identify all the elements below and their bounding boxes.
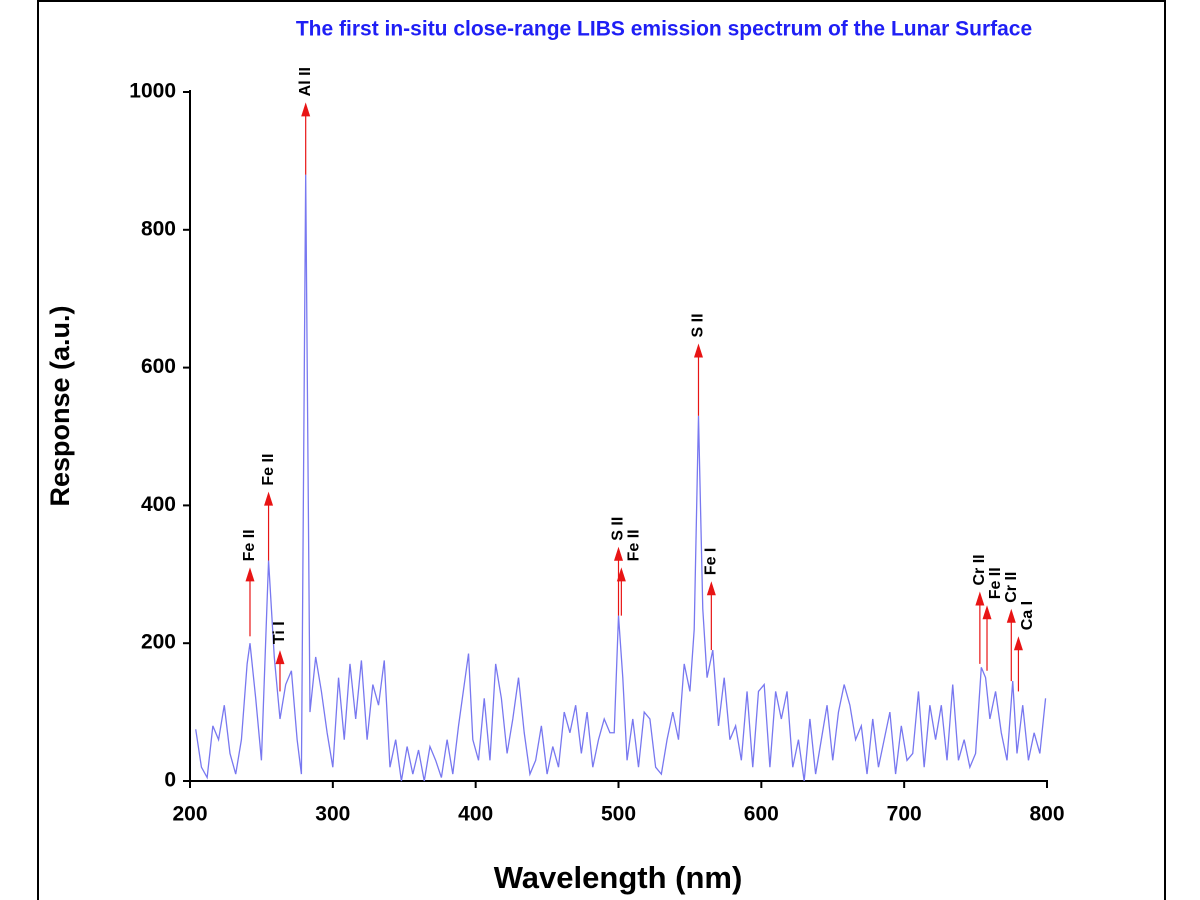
annotation-arrow-head [264, 491, 274, 506]
annotation-label: S II [690, 313, 707, 337]
y-tick-label: 800 [141, 217, 176, 240]
x-tick-label: 400 [458, 803, 493, 826]
x-tick-label: 600 [744, 803, 779, 826]
annotation-label: Fe II [626, 529, 643, 561]
x-tick-label: 700 [887, 803, 922, 826]
annotation-arrow-head [1013, 636, 1023, 651]
annotation-arrow-head [975, 591, 985, 606]
annotation-arrow-head [616, 567, 626, 582]
y-tick-label: 0 [164, 769, 176, 792]
annotation-label: Cr II [1003, 572, 1020, 603]
annotation-label: Fe II [987, 567, 1004, 599]
annotation-arrow-head [245, 567, 255, 582]
x-tick-label: 300 [315, 803, 350, 826]
frame [37, 0, 1166, 900]
annotation-arrow-head [706, 581, 716, 596]
annotation-label: Fe I [703, 548, 720, 576]
annotation-arrow-head [614, 546, 623, 561]
annotation-arrow-head [982, 605, 992, 620]
x-tick-label: 500 [601, 803, 636, 826]
spectrum-line [195, 174, 1047, 782]
x-axis-label: Wavelength (nm) [494, 860, 743, 895]
annotation-label: Ca I [1019, 601, 1036, 630]
annotation-label: Fe II [241, 529, 258, 561]
y-tick-label: 600 [141, 355, 176, 378]
annotation-arrow-head [275, 650, 285, 665]
y-tick-label: 200 [141, 631, 176, 654]
annotation-label: Cr II [971, 554, 988, 585]
x-tick-label: 200 [172, 803, 207, 826]
annotation-arrow-head [693, 343, 703, 358]
annotation-arrow-head [1006, 608, 1016, 623]
chart-title: The first in-situ close-range LIBS emiss… [296, 18, 1032, 41]
annotation-label: Al II [297, 67, 314, 96]
y-tick-label: 1000 [129, 80, 176, 103]
x-tick-label: 800 [1029, 803, 1064, 826]
annotation-label: Fe II [260, 454, 277, 486]
y-axis-label: Response (a.u.) [45, 305, 75, 506]
annotation-arrow-head [301, 102, 311, 117]
annotation-label: S II [610, 517, 627, 541]
annotation-label: Ti I [271, 621, 288, 644]
y-tick-label: 400 [141, 493, 176, 516]
